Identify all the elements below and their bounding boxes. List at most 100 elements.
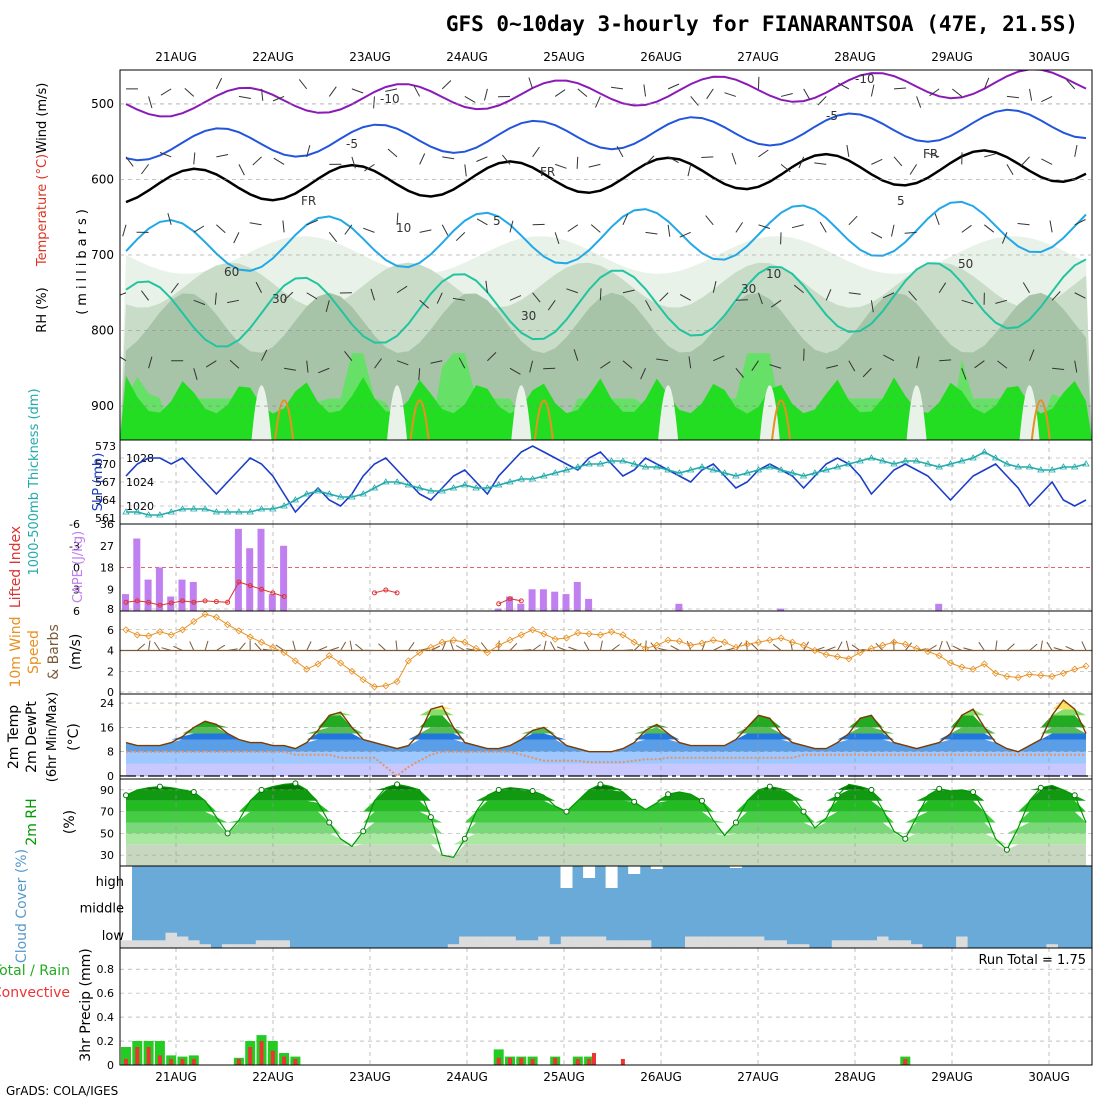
thickness-marker xyxy=(856,457,864,464)
wind-barb xyxy=(261,349,268,361)
wind-barb xyxy=(679,231,691,238)
date-label-top: 30AUG xyxy=(1028,50,1070,64)
temp-band xyxy=(126,751,1086,764)
wind-barb xyxy=(780,163,791,173)
wind-speed-marker xyxy=(732,643,740,651)
thickness-marker xyxy=(653,463,661,470)
cloud-high-bar xyxy=(729,866,742,868)
ytick-pressure: 500 xyxy=(91,97,114,111)
thickness-marker xyxy=(980,448,989,455)
cloud-low-bar xyxy=(831,940,844,948)
contour-label: 30 xyxy=(521,309,536,323)
wind-barb xyxy=(1006,164,1014,175)
wind-speed-marker xyxy=(913,644,921,652)
wind-speed-marker xyxy=(788,638,796,646)
wind-barb xyxy=(509,367,521,375)
wind-barb-10m xyxy=(550,641,556,651)
wind-barb xyxy=(934,213,940,225)
wind-speed-marker xyxy=(856,649,864,657)
wind-barb-10m xyxy=(1006,643,1015,651)
thickness-marker xyxy=(551,469,559,476)
ytick-pressure: 800 xyxy=(91,324,114,338)
wind-barb xyxy=(1041,95,1053,103)
wind-speed-marker xyxy=(156,628,164,636)
wind-barb-10m xyxy=(583,641,590,651)
wind-barb-10m xyxy=(1040,640,1043,651)
ylabel-3hr-precip: 3hr Precip (mm) xyxy=(78,948,94,1061)
wind-barb xyxy=(848,292,861,295)
ylabel-slp: SLP (mb) xyxy=(91,453,106,512)
contour-label: 5 xyxy=(897,194,905,208)
wind-barb xyxy=(167,213,172,225)
series-line-thickness xyxy=(126,451,1087,516)
thickness-marker xyxy=(574,463,582,470)
ytick-cloud: middle xyxy=(80,901,124,916)
rh-marker xyxy=(190,789,197,795)
wind-barb xyxy=(817,96,827,106)
cloud-low-bar xyxy=(854,940,866,948)
cloud-low-bar xyxy=(685,936,697,948)
wind-barb xyxy=(826,364,839,369)
cloud-low-bar xyxy=(707,936,720,948)
wind-barb xyxy=(983,77,990,90)
ylabel-minmax: (6hr Min/Max) xyxy=(45,692,60,782)
wind-barb-10m xyxy=(963,647,974,651)
ytick-cape: 27 xyxy=(100,540,114,553)
wind-barb xyxy=(193,299,206,306)
wind-barb xyxy=(476,156,488,162)
wind-barb xyxy=(712,280,717,293)
wind-barb xyxy=(984,153,997,158)
temp-contour-5 xyxy=(125,200,1087,272)
thickness-marker xyxy=(743,469,751,476)
wind-barb xyxy=(814,162,827,165)
cape-bar xyxy=(551,591,559,611)
wind-speed-marker xyxy=(879,641,887,649)
wind-barb xyxy=(848,360,856,372)
wind-barb xyxy=(893,156,903,167)
cloud-high-bar xyxy=(605,866,618,888)
wind-barb xyxy=(643,84,647,97)
wind-barb xyxy=(283,291,294,301)
contour-label: FR xyxy=(923,147,938,161)
cloud-low-bar xyxy=(560,936,573,948)
wind-speed-marker xyxy=(393,678,401,686)
wind-barb-10m xyxy=(238,642,246,651)
temp-contour-15 xyxy=(274,399,295,440)
thickness-marker xyxy=(325,490,334,497)
ytick-slp: 1020 xyxy=(126,500,154,513)
rh-band xyxy=(126,833,1086,845)
wind-barb xyxy=(419,229,432,233)
wind-barb xyxy=(908,290,917,301)
cloud-low-bar xyxy=(775,940,787,948)
thickness-marker xyxy=(257,505,266,512)
wind-barb xyxy=(214,292,217,305)
wind-barb xyxy=(452,297,465,301)
dry-column xyxy=(658,385,679,440)
temp-contour--10 xyxy=(125,70,1087,118)
temp-band xyxy=(126,763,1086,776)
wind-barb xyxy=(929,88,940,97)
thickness-marker xyxy=(359,490,367,497)
precip-convective-bar xyxy=(519,1057,524,1065)
wind-barb xyxy=(567,224,579,232)
contour-label: -10 xyxy=(380,92,400,106)
ytick-rh: 30 xyxy=(100,849,114,862)
wind-speed-marker xyxy=(404,657,412,665)
dry-column xyxy=(1019,385,1040,440)
wind-barb-10m xyxy=(759,649,770,651)
date-label-bottom: 25AUG xyxy=(543,1070,585,1084)
wind-barb-10m xyxy=(148,640,151,651)
ylabel-cape: CAPE (J/kg) xyxy=(71,531,86,603)
wind-barb-10m xyxy=(952,645,963,651)
wind-speed-marker xyxy=(461,638,469,646)
wind-barb xyxy=(458,357,466,369)
temp-line xyxy=(125,699,1087,753)
wind-speed-marker xyxy=(280,649,288,657)
wind-barb xyxy=(442,156,455,160)
wind-barb-10m xyxy=(670,645,680,651)
wind-barb xyxy=(205,360,217,368)
rh-marker xyxy=(461,835,468,842)
rh-marker xyxy=(326,819,333,826)
wind-barb xyxy=(616,146,624,158)
ytick-temp: 0 xyxy=(107,770,114,783)
